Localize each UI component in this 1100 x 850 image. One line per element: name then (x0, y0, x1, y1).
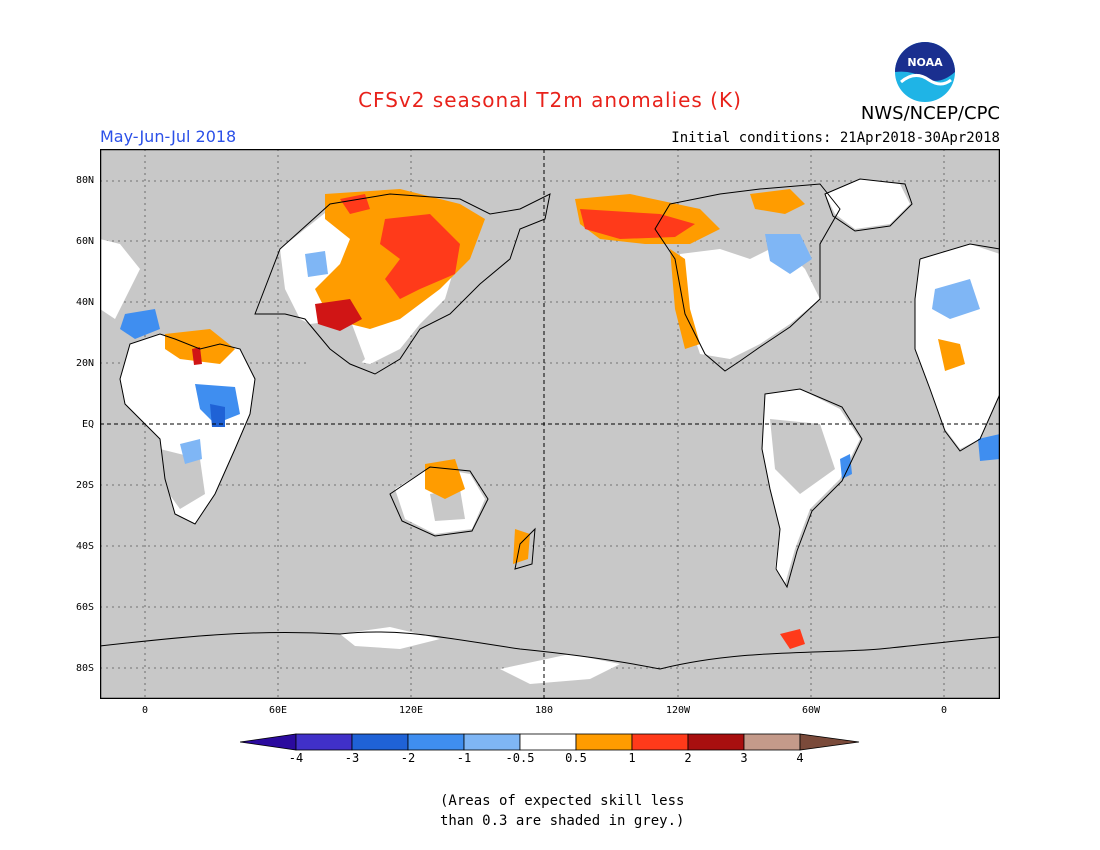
colorbar-arrow-low (240, 733, 297, 751)
colorbar-segment (295, 733, 353, 751)
xtick-label: 60E (268, 705, 288, 716)
colorbar-label: 2 (684, 751, 692, 765)
anomaly-warm-1-2 (340, 194, 805, 649)
noaa-logo-text: NOAA (907, 56, 943, 69)
ytick-label: 80S (75, 663, 94, 674)
anomaly-cool-1-2 (120, 309, 1000, 479)
forecast-period: May-Jun-Jul 2018 (100, 127, 237, 146)
map-frame (100, 149, 1000, 699)
anomaly-warm-2-3 (192, 299, 362, 365)
colorbar-segment (463, 733, 521, 751)
initial-conditions: Initial conditions: 21Apr2018-30Apr2018 (671, 130, 1000, 146)
anomaly-cool-2-3 (210, 404, 225, 427)
colorbar-label: 1 (628, 751, 636, 765)
map-title: CFSv2 seasonal T2m anomalies (K) (358, 88, 742, 112)
ytick-label: 60S (75, 602, 94, 613)
skill-note: (Areas of expected skill less than 0.3 a… (440, 791, 760, 831)
colorbar-label: -1 (456, 751, 472, 765)
colorbar-segment (519, 733, 577, 751)
xtick-label: 0 (940, 705, 948, 716)
anomaly-cool-0.5-1 (180, 234, 980, 464)
colorbar-segment (351, 733, 409, 751)
colorbar-label: 3 (740, 751, 748, 765)
land-no-skill (160, 319, 835, 521)
ytick-label: 20S (75, 480, 94, 491)
colorbar-label: 0.5 (565, 751, 587, 765)
noaa-logo: NOAA (895, 42, 955, 102)
colorbar-segment (631, 733, 689, 751)
ytick-label: 40N (75, 297, 94, 308)
colorbar-segment (575, 733, 633, 751)
xtick-label: 120E (398, 705, 424, 716)
colorbar (240, 733, 860, 751)
colorbar-segment (407, 733, 465, 751)
xtick-label: 120W (665, 705, 691, 716)
colorbar-label: -2 (400, 751, 416, 765)
colorbar-label: -0.5 (505, 751, 535, 765)
ytick-label: EQ (81, 419, 94, 430)
colorbar-arrow-high (799, 733, 860, 751)
ytick-label: 40S (75, 541, 94, 552)
xtick-label: 180 (534, 705, 554, 716)
coastlines (100, 178, 1000, 670)
colorbar-segment (687, 733, 745, 751)
colorbar-label: 4 (796, 751, 804, 765)
ytick-label: 20N (75, 358, 94, 369)
skill-note-line: (Areas of expected skill less (440, 793, 685, 809)
colorbar-label: -4 (288, 751, 304, 765)
anomaly-map (100, 149, 1000, 699)
colorbar-segment (743, 733, 801, 751)
colorbar-label: -3 (344, 751, 360, 765)
skill-note-line: than 0.3 are shaded in grey.) (440, 813, 685, 829)
ytick-label: 60N (75, 236, 94, 247)
ytick-label: 80N (75, 175, 94, 186)
xtick-label: 60W (801, 705, 821, 716)
xtick-label: 0 (141, 705, 149, 716)
agency-label: NWS/NCEP/CPC (860, 103, 1000, 124)
